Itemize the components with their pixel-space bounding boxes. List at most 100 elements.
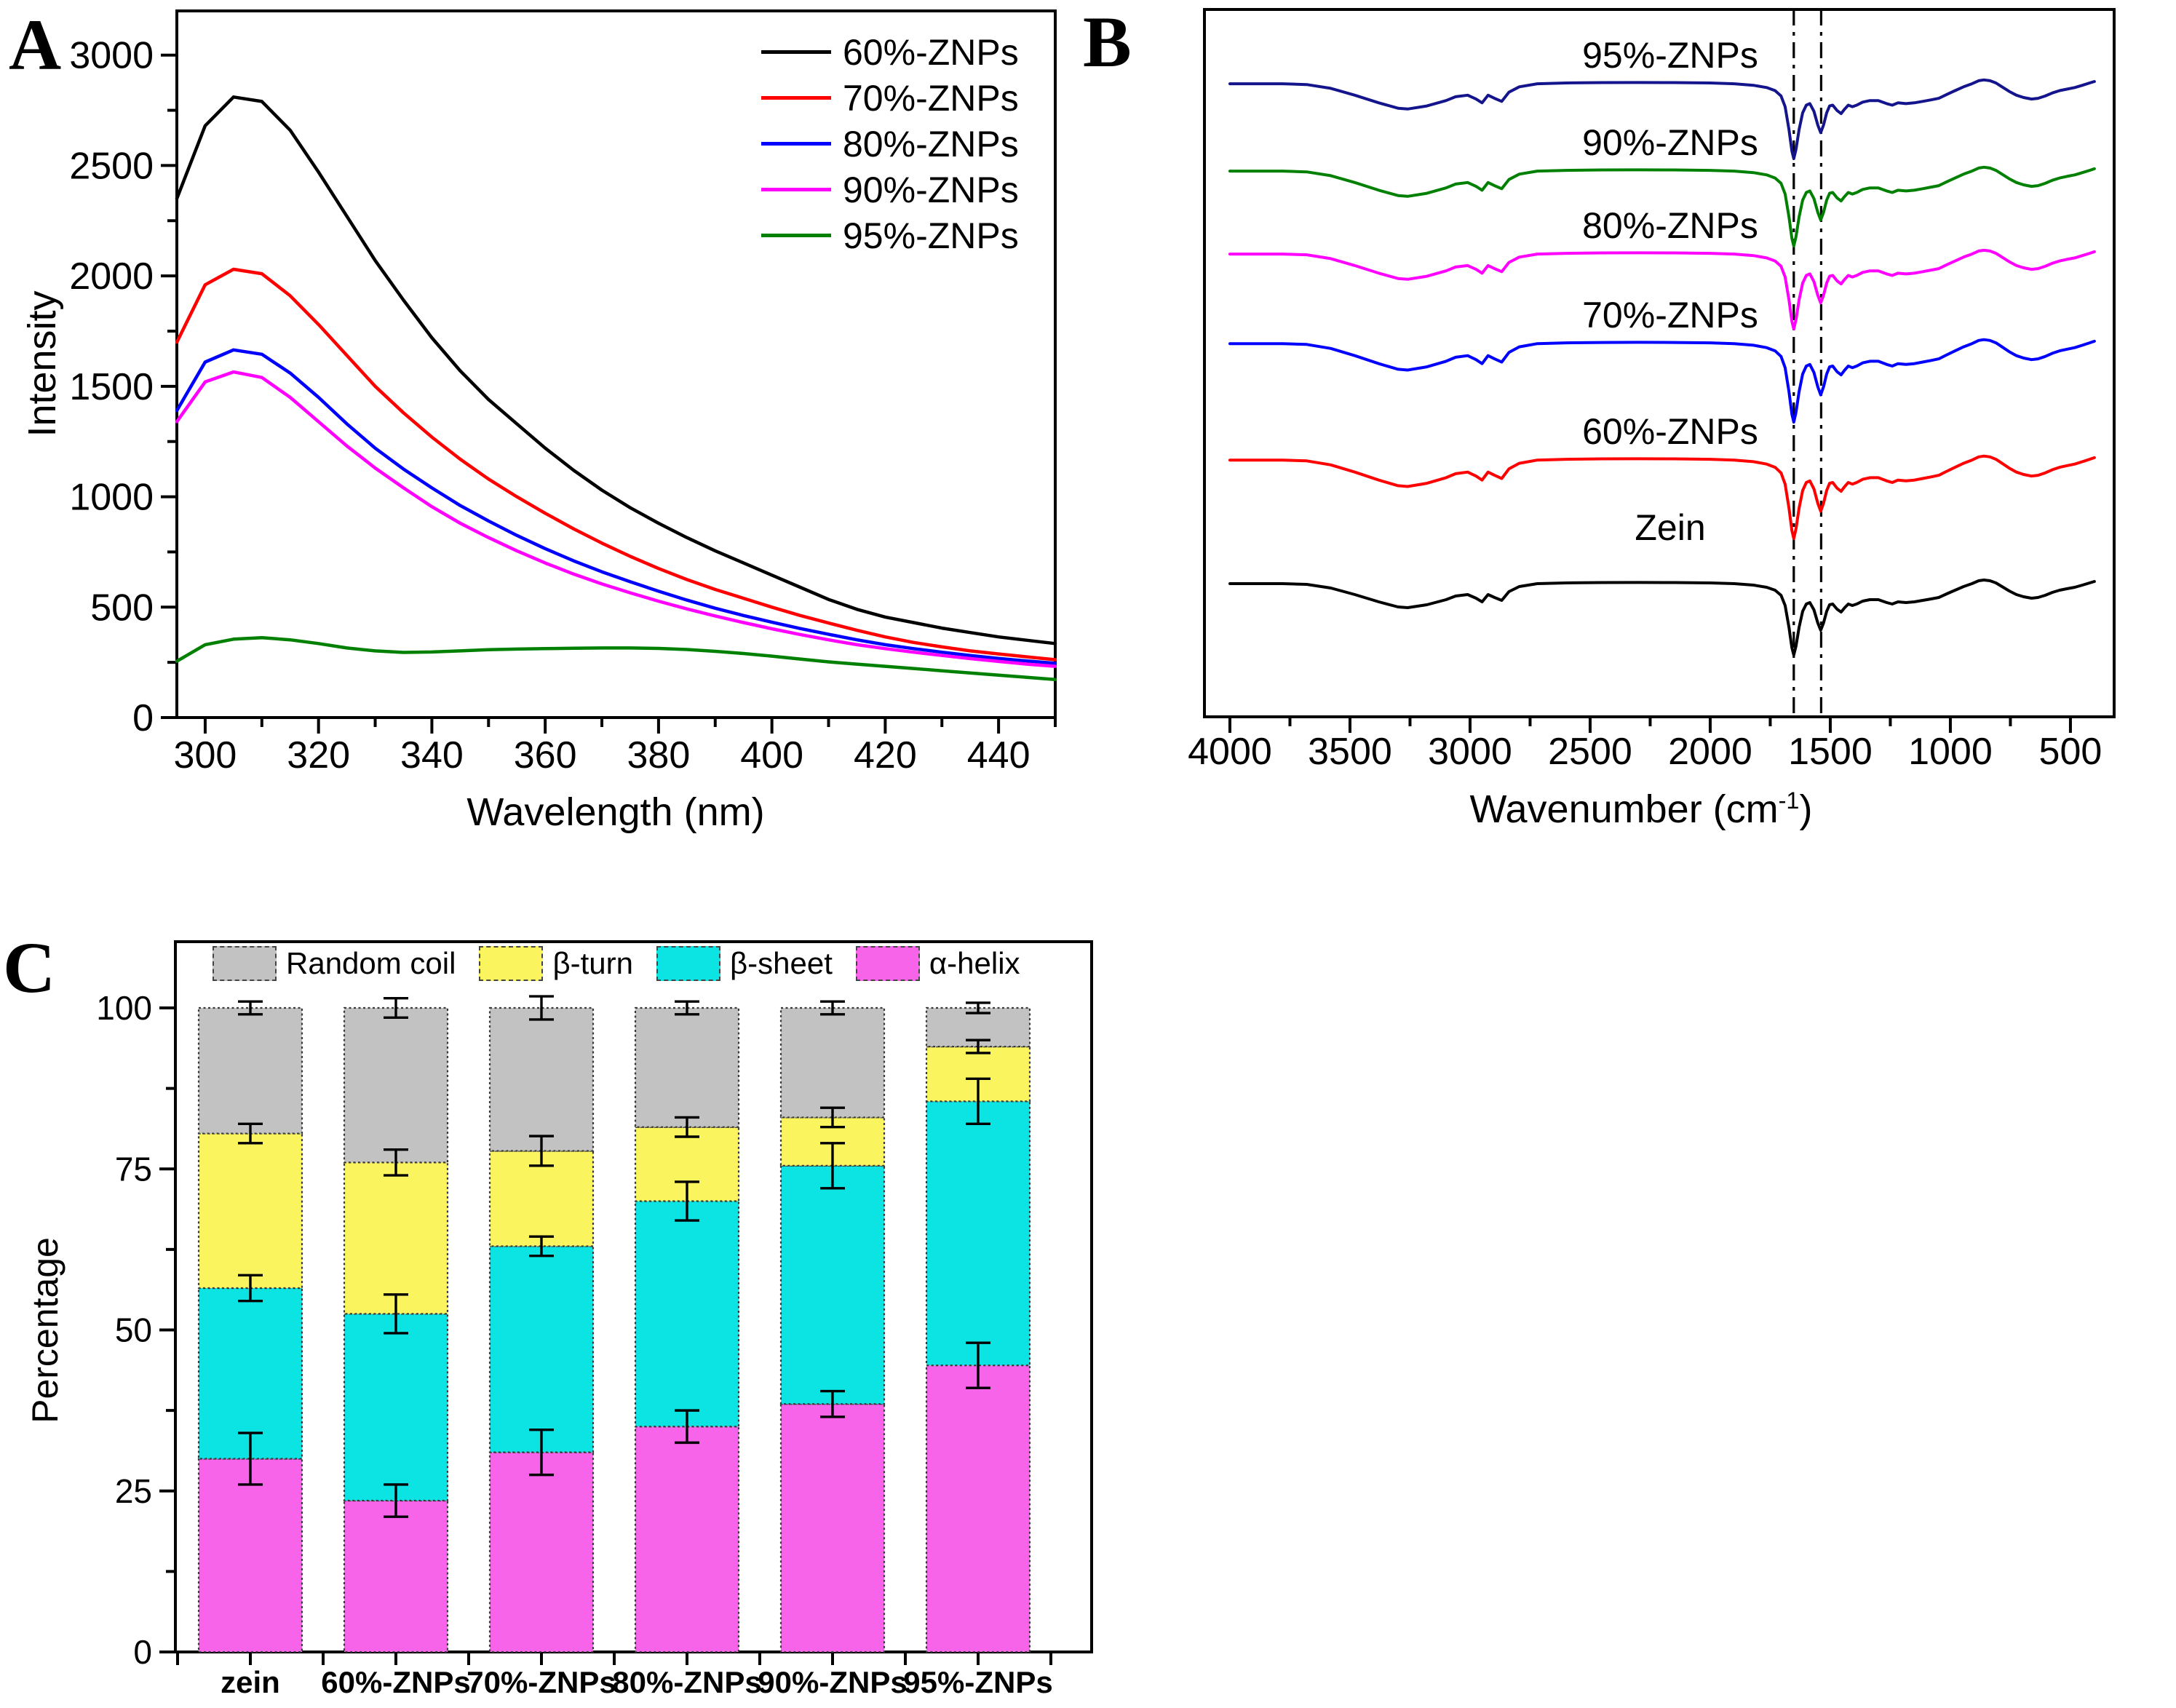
panel-c-y-tick-label: 75	[115, 1150, 152, 1188]
legend-swatch-alpha-helix	[855, 946, 920, 981]
panel-c-y-tick-label: 100	[96, 989, 152, 1027]
panel-c-bar-segment-α-helix	[488, 1451, 595, 1653]
panel-a-x-tick-label: 320	[287, 734, 350, 776]
panel-b-x-tick-label: 3500	[1308, 731, 1392, 773]
panel-a-x-tick-label: 380	[627, 734, 691, 776]
wavenumber-label-superscript: -1	[1778, 787, 1800, 814]
legend-label-80-znps: 80%-ZNPs	[843, 123, 1019, 164]
panel-c-bar-segment-β-turn	[925, 1045, 1031, 1103]
panel-c-bar-segment-Random coil	[779, 1006, 886, 1119]
panel-b-curve-95%-ZNPs	[1228, 78, 2096, 160]
legend-label-beta-turn: β-turn	[552, 946, 633, 980]
legend-line-60-znps	[761, 50, 831, 54]
legend-label-alpha-helix: α-helix	[929, 946, 1020, 980]
panel-b-x-tick-label: 4000	[1188, 731, 1272, 773]
panel-a-x-axis-label: Wavelength (nm)	[466, 790, 765, 834]
legend-item-beta-turn: β-turn	[479, 946, 633, 981]
panel-a-y-tick-label: 3000	[69, 35, 154, 77]
panel-a-x-tick-label: 440	[967, 734, 1031, 776]
panel-c-bar-segment-α-helix	[925, 1365, 1031, 1653]
panel-a-y-tick-label: 2000	[69, 255, 154, 298]
panel-c-bar-segment-Random coil	[634, 1006, 740, 1128]
legend-label-90-znps: 90%-ZNPs	[843, 169, 1019, 210]
wavenumber-label-text: Wavenumber (cm	[1469, 787, 1779, 831]
panel-c-y-tick-label: 0	[133, 1633, 152, 1671]
panel-a-y-axis-label: Intensity	[20, 290, 64, 437]
legend-label-beta-sheet: β-sheet	[729, 946, 833, 980]
panel-a-curve-80%-ZNPs	[175, 348, 1057, 665]
panel-c-y-axis-label: Percentage	[25, 1237, 65, 1423]
panel-c-bar-segment-α-helix	[197, 1458, 303, 1653]
panel-c-category-label: 70%-ZNPs	[466, 1665, 616, 1699]
panel-b-series-label-95%-ZNPs: 95%-ZNPs	[1582, 35, 1758, 76]
panel-c-bar-segment-β-sheet	[343, 1313, 449, 1502]
panel-b-x-tick-label: 1500	[1788, 731, 1873, 773]
panel-a-x-tick-label: 300	[174, 734, 237, 776]
panel-b-series-label-70%-ZNPs: 70%-ZNPs	[1582, 295, 1758, 335]
panel-a-letter: A	[9, 4, 62, 85]
legend-item-80-znps: 80%-ZNPs	[761, 121, 1019, 167]
legend-line-95-znps	[761, 234, 831, 237]
panel-c-category-label: 95%-ZNPs	[903, 1665, 1052, 1699]
panel-b-curve-60%-ZNPs	[1228, 454, 2096, 540]
panel-b-axes-box	[1203, 8, 2116, 718]
panel-c-bar-segment-α-helix	[779, 1403, 886, 1653]
panel-c-bar-segment-β-sheet	[779, 1164, 886, 1405]
panel-a-axes-box	[175, 9, 1057, 719]
panel-c-bar-segment-β-sheet	[488, 1245, 595, 1453]
panel-b-series-label-60%-ZNPs: 60%-ZNPs	[1582, 411, 1758, 452]
panel-a-x-tick-label: 400	[740, 734, 803, 776]
panel-b-x-axis-label: Wavenumber (cm-1)	[1470, 787, 1813, 832]
legend-line-80-znps	[761, 142, 831, 146]
panel-b-x-tick-label: 2500	[1548, 731, 1632, 773]
panel-a-x-tick-label: 340	[400, 734, 464, 776]
panel-c-bar-segment-Random coil	[343, 1006, 449, 1164]
legend-swatch-beta-turn	[479, 946, 544, 981]
panel-c-letter: C	[3, 927, 56, 1008]
legend-swatch-random-coil	[213, 946, 277, 981]
panel-b-series-label-Zein: Zein	[1635, 507, 1705, 548]
legend-label-random-coil: Random coil	[286, 946, 456, 980]
panel-c-category-label: 60%-ZNPs	[321, 1665, 470, 1699]
legend-line-70-znps	[761, 96, 831, 100]
panel-c-category-label: 80%-ZNPs	[612, 1665, 761, 1699]
wavenumber-label-close: )	[1799, 787, 1813, 831]
panel-c-bar-segment-α-helix	[634, 1426, 740, 1653]
panel-b-x-tick-label: 2000	[1668, 731, 1752, 773]
panel-c-bar-segment-α-helix	[343, 1499, 449, 1653]
panel-b-series-label-90%-ZNPs: 90%-ZNPs	[1582, 122, 1758, 163]
panel-b-x-tick-label: 1000	[1908, 731, 1993, 773]
panel-c-y-tick-label: 50	[115, 1311, 152, 1349]
panel-c-category-label: 90%-ZNPs	[758, 1665, 907, 1699]
panel-a-y-tick-label: 1000	[69, 477, 154, 519]
panel-c-bar-segment-Random coil	[488, 1006, 595, 1152]
panel-b-curve-70%-ZNPs	[1228, 338, 2096, 424]
panel-c-category-label: zein	[221, 1665, 280, 1699]
legend-label-95-znps: 95%-ZNPs	[843, 215, 1019, 256]
panel-b-x-tick-label: 3000	[1428, 731, 1512, 773]
panel-c-bar-segment-β-sheet	[925, 1100, 1031, 1367]
legend-item-95-znps: 95%-ZNPs	[761, 212, 1019, 258]
legend-item-60-znps: 60%-ZNPs	[761, 29, 1019, 75]
panel-c-bar-segment-β-sheet	[197, 1287, 303, 1460]
panel-c-axes-box	[174, 940, 1093, 1653]
panel-c-y-tick-label: 25	[115, 1472, 152, 1510]
panel-a-curve-95%-ZNPs	[175, 635, 1057, 682]
panel-a-legend: 60%-ZNPs 70%-ZNPs 80%-ZNPs 90%-ZNPs 95%-…	[761, 29, 1019, 258]
panel-c-bar-segment-β-turn	[343, 1161, 449, 1315]
panel-b-curve-Zein	[1228, 579, 2096, 656]
panel-a-x-tick-label: 360	[514, 734, 577, 776]
panel-a-x-tick-label: 420	[854, 734, 917, 776]
panel-b-letter: B	[1083, 1, 1132, 82]
panel-b-curve-80%-ZNPs	[1228, 248, 2096, 330]
panel-c-bar-segment-β-turn	[197, 1132, 303, 1290]
legend-item-beta-sheet: β-sheet	[656, 946, 833, 981]
panel-a-curve-70%-ZNPs	[175, 267, 1057, 662]
legend-line-90-znps	[761, 188, 831, 191]
panel-a-curve-90%-ZNPs	[175, 370, 1057, 668]
panel-b-series-label-80%-ZNPs: 80%-ZNPs	[1582, 205, 1758, 246]
panel-a-y-tick-label: 500	[90, 587, 154, 629]
panel-c-legend: Random coil β-turn β-sheet α-helix	[213, 946, 1020, 981]
